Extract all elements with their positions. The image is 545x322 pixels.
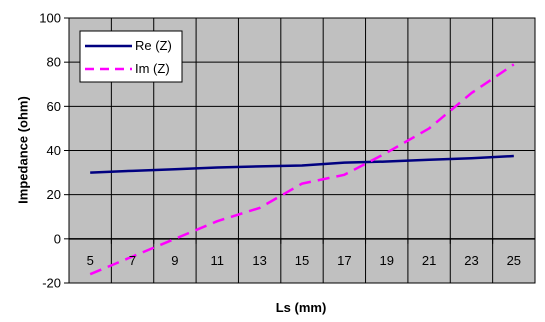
- y-tick-label: 100: [39, 11, 61, 26]
- y-tick-label: 20: [47, 187, 61, 202]
- x-axis-title: Ls (mm): [276, 300, 327, 315]
- legend-box: [79, 30, 183, 83]
- y-tick-label: -20: [42, 276, 61, 291]
- x-tick-labels: 5 7 9 11 13 15 17 19 21 23 25: [87, 253, 521, 268]
- x-tick-label: 25: [507, 253, 521, 268]
- y-tick-label: 60: [47, 99, 61, 114]
- y-tick-label: 40: [47, 143, 61, 158]
- x-tick-label: 13: [252, 253, 266, 268]
- y-tick-labels: -20 0 20 40 60 80 100: [39, 11, 61, 291]
- y-tick-label: 0: [54, 231, 61, 246]
- legend: Re (Z) Im (Z): [79, 30, 183, 83]
- x-tick-label: 7: [129, 253, 136, 268]
- x-tick-label: 21: [422, 253, 436, 268]
- series-lines: [89, 63, 515, 276]
- legend-label-im: Im (Z): [135, 61, 170, 76]
- x-tick-label: 17: [337, 253, 351, 268]
- x-tick-label: 19: [379, 253, 393, 268]
- x-tick-label: 11: [211, 253, 225, 268]
- x-tick-label: 15: [295, 253, 309, 268]
- y-axis-title: Impedance (ohm): [15, 96, 30, 204]
- x-tick-label: 5: [87, 253, 94, 268]
- legend-label-re: Re (Z): [135, 38, 172, 53]
- x-tick-label: 23: [464, 253, 478, 268]
- y-tick-label: 80: [47, 55, 61, 70]
- x-tick-label: 9: [171, 253, 178, 268]
- axes: [64, 17, 536, 284]
